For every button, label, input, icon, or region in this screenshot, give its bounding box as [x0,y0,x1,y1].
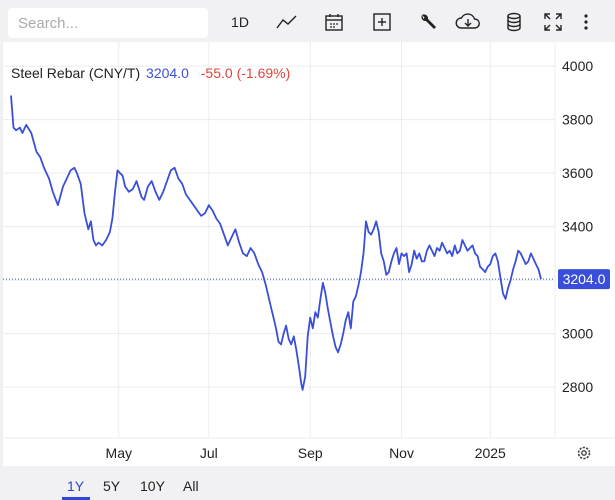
range-5y-button[interactable]: 5Y [103,478,121,494]
add-icon[interactable] [370,8,394,36]
search-input[interactable] [8,8,208,38]
interval-label: 1D [231,14,249,30]
fullscreen-icon[interactable] [542,8,564,36]
y-tick-label: 3800 [562,112,593,128]
y-tick-label: 3600 [562,165,593,181]
price-chart[interactable]: 2800300032003400360038004000 MayJulSepNo… [3,42,615,466]
legend-change: -55.0 (-1.69%) [200,65,291,81]
cloud-download-icon[interactable] [454,8,482,36]
x-tick-label: 2025 [475,445,506,461]
database-icon[interactable] [503,8,525,36]
x-tick-label: Jul [200,445,218,461]
x-tick-label: Nov [389,445,414,461]
toolbar: 1D [0,0,615,44]
grid-lines [3,42,555,438]
y-tick-label: 2800 [562,379,593,395]
active-range-indicator [62,497,90,500]
interval-button[interactable]: 1D [226,8,254,36]
x-tick-label: May [106,445,132,461]
last-price-value: 3204.0 [563,271,606,287]
line-chart-icon[interactable] [274,8,300,36]
last-price-label: 3204.0 [558,269,610,290]
x-axis-ticks: May Jul Sep Nov 2025 [106,445,507,461]
settings-icon[interactable] [577,446,591,460]
y-tick-label: 4000 [562,58,593,74]
range-10y-button[interactable]: 10Y [140,478,165,494]
wrench-icon[interactable] [416,8,440,36]
range-all-button[interactable]: All [183,478,199,494]
y-tick-label: 3000 [562,326,593,342]
legend: Steel Rebar (CNY/T) 3204.0 -55.0 (-1.69%… [11,65,290,81]
chart-panel: 2800300032003400360038004000 MayJulSepNo… [3,42,615,466]
range-bar [0,466,615,500]
y-tick-label: 3400 [562,219,593,235]
instrument-name: Steel Rebar (CNY/T) [11,65,141,81]
x-tick-label: Sep [298,445,323,461]
more-options-icon[interactable] [580,8,592,36]
range-1y-button[interactable]: 1Y [67,478,85,494]
y-axis-ticks: 2800300032003400360038004000 [562,58,593,395]
calendar-icon[interactable] [322,8,346,36]
legend-price: 3204.0 [146,65,189,81]
price-series-line [10,95,542,391]
